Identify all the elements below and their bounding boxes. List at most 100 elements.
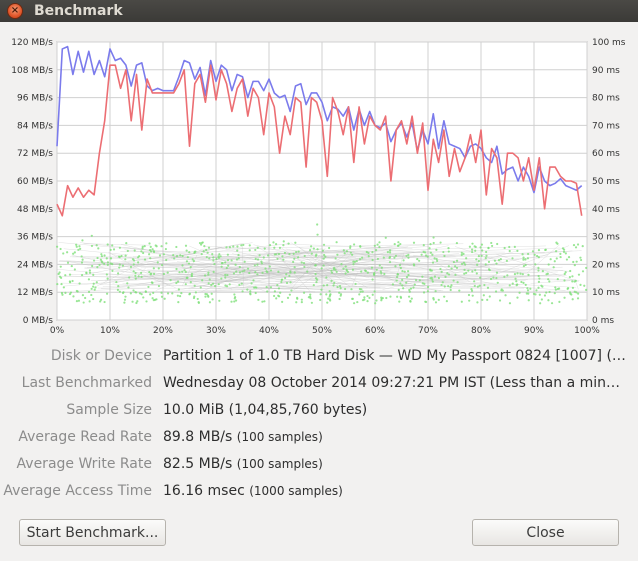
- access-time-point: [249, 290, 252, 293]
- access-time-point: [402, 287, 405, 290]
- seek-line: [291, 252, 349, 292]
- access-time-point: [325, 276, 328, 279]
- seek-line: [79, 242, 475, 287]
- access-time-point: [105, 257, 108, 260]
- x-tick-label: 60%: [365, 326, 385, 336]
- access-time-point: [90, 293, 93, 297]
- close-button[interactable]: Close: [472, 519, 619, 546]
- access-time-point: [449, 288, 452, 292]
- access-time-point: [342, 249, 345, 252]
- access-time-point: [486, 286, 490, 289]
- access-time-point: [254, 286, 257, 289]
- access-time-point: [254, 291, 257, 295]
- access-time-point: [75, 245, 78, 248]
- access-time-point: [75, 300, 79, 303]
- access-time-point: [375, 299, 378, 302]
- access-time-point: [234, 299, 238, 302]
- access-time-point: [92, 259, 96, 262]
- access-time-point: [351, 268, 355, 271]
- access-time-point: [241, 270, 244, 273]
- access-time-point: [433, 275, 437, 278]
- access-time-point: [460, 251, 463, 254]
- access-time-point: [562, 250, 566, 253]
- access-time-point: [111, 269, 114, 272]
- access-time-point: [326, 301, 329, 304]
- access-time-point: [288, 274, 291, 277]
- close-icon[interactable]: ×: [7, 3, 23, 19]
- access-time-point: [116, 288, 120, 291]
- access-time-point: [192, 259, 196, 263]
- access-time-point: [300, 261, 303, 264]
- access-time-point: [555, 257, 558, 260]
- access-time-point: [538, 277, 541, 280]
- access-time-point: [87, 290, 91, 294]
- access-time-point: [156, 261, 159, 264]
- access-time-point: [277, 294, 280, 297]
- access-time-point: [573, 264, 576, 267]
- access-time-point: [534, 263, 537, 266]
- access-time-point: [199, 243, 203, 246]
- access-time-point: [220, 265, 223, 268]
- access-time-point: [266, 290, 269, 293]
- access-time-point: [58, 275, 62, 278]
- access-time-point: [187, 262, 191, 265]
- access-time-point: [434, 301, 438, 304]
- access-time-point: [441, 281, 444, 284]
- access-time-point: [452, 279, 455, 282]
- access-time-point: [374, 302, 377, 305]
- access-time-point: [180, 292, 183, 295]
- access-time-point: [365, 250, 368, 254]
- access-time-point: [401, 269, 404, 273]
- access-time-point: [414, 278, 418, 282]
- access-time-point: [559, 252, 562, 255]
- access-time-point: [300, 298, 303, 301]
- access-time-point: [401, 278, 404, 281]
- access-time-point: [132, 263, 135, 266]
- device-value: Partition 1 of 1.0 TB Hard Disk — WD My …: [163, 348, 626, 364]
- access-time-point: [134, 290, 137, 294]
- access-time-point: [307, 296, 310, 299]
- access-time-point: [277, 252, 281, 256]
- access-time-point: [200, 252, 203, 256]
- access-time-point: [272, 241, 275, 244]
- access-time-point: [431, 278, 434, 281]
- access-time-point: [228, 283, 231, 286]
- access-time-point: [149, 257, 152, 260]
- access-time-point: [201, 279, 204, 282]
- access-time-point: [164, 247, 167, 251]
- access-time-point: [545, 291, 548, 294]
- access-time-point: [335, 241, 338, 244]
- access-time-point: [117, 255, 121, 258]
- access-time-point: [559, 255, 562, 259]
- access-time-point: [266, 271, 269, 274]
- access-time-point: [263, 247, 266, 250]
- access-time-point: [376, 257, 380, 261]
- access-time-point: [379, 270, 382, 273]
- access-time-point: [373, 244, 376, 247]
- access-time-point: [121, 264, 124, 267]
- access-time-point: [263, 300, 266, 303]
- access-time-point: [293, 266, 296, 269]
- access-time-point: [580, 258, 583, 262]
- access-time-point: [349, 251, 352, 254]
- access-time-point: [503, 246, 506, 250]
- seek-line: [329, 272, 566, 291]
- access-time-point: [132, 270, 135, 273]
- access-time-point: [329, 293, 332, 296]
- access-time-point: [389, 251, 392, 254]
- access-time-point: [152, 272, 156, 276]
- access-time-point: [476, 301, 479, 304]
- access-time-point: [140, 271, 143, 274]
- access-time-point: [241, 290, 244, 293]
- last-benchmarked-label: Last Benchmarked: [21, 375, 152, 391]
- access-time-point: [58, 271, 61, 274]
- start-benchmark-button[interactable]: Start Benchmark...: [19, 519, 166, 546]
- access-time-point: [445, 300, 448, 303]
- access-time-point: [145, 300, 148, 303]
- access-time-point: [428, 247, 431, 250]
- seek-line: [502, 266, 563, 273]
- seek-line: [290, 242, 368, 288]
- access-time-point: [524, 263, 527, 267]
- access-time-label: Average Access Time: [3, 483, 152, 499]
- access-time-point: [73, 268, 76, 271]
